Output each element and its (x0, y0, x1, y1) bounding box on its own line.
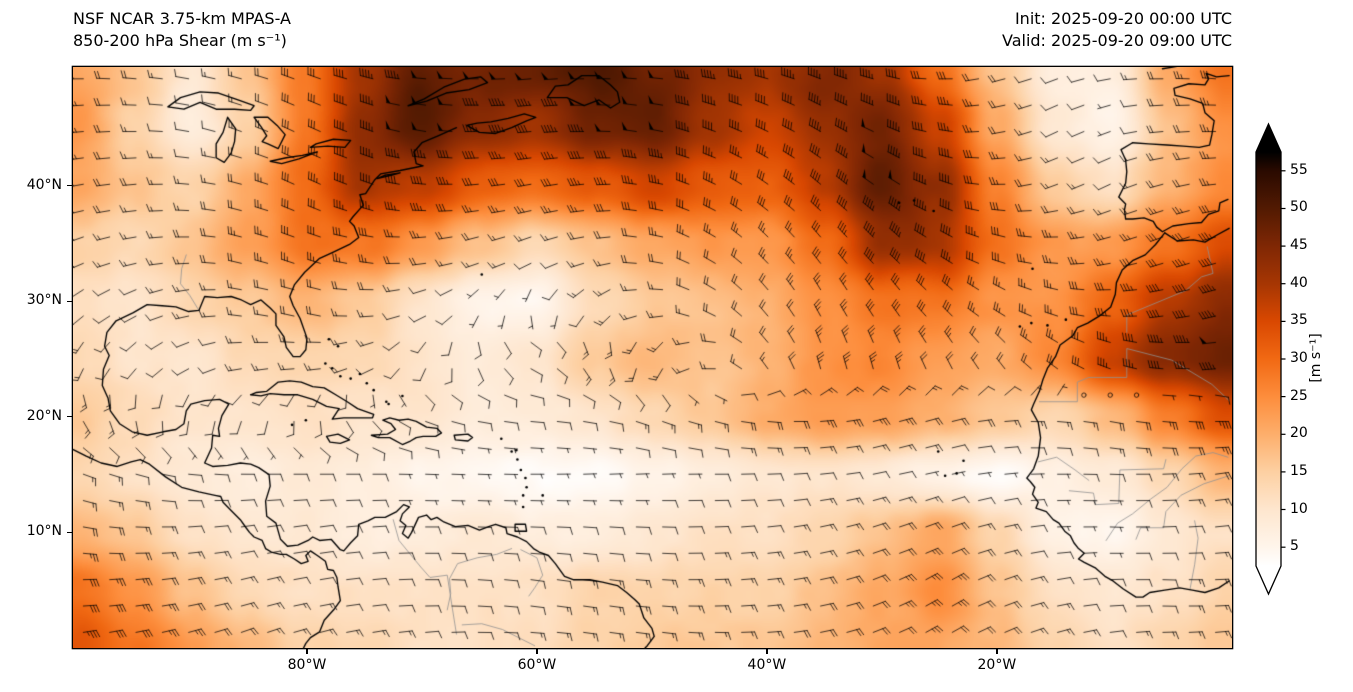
map-axes (73, 67, 1232, 648)
colorbar-tick-label: 40 (1290, 274, 1308, 291)
y-axis-tick (67, 416, 72, 418)
x-tick-label: 20°W (977, 657, 1017, 673)
y-tick-label: 40°N (26, 176, 62, 193)
colorbar-unit-label: [m s⁻¹] (1308, 333, 1324, 383)
colorbar-tick-label: 5 (1290, 538, 1299, 555)
x-tick-label: 80°W (287, 657, 327, 673)
x-tick-label: 60°W (517, 657, 557, 673)
colorbar-tick-label: 10 (1290, 500, 1308, 517)
colorbar-tick-label: 35 (1290, 312, 1308, 329)
x-tick-label: 40°W (747, 657, 787, 673)
colorbar-tick-label: 50 (1290, 199, 1308, 216)
init-time-label: Init: 2025-09-20 00:00 UTC (1014, 9, 1232, 28)
colorbar-tick-label: 30 (1290, 350, 1308, 366)
colorbar-tick-label: 25 (1290, 387, 1308, 404)
y-tick-label: 20°N (26, 407, 62, 424)
shear-map-canvas (73, 67, 1232, 648)
y-tick-label: 10°N (26, 523, 62, 540)
colorbar-svg (1255, 122, 1286, 596)
model-title: NSF NCAR 3.75-km MPAS-A (73, 9, 291, 28)
y-axis-tick (67, 531, 72, 534)
y-axis-tick (67, 300, 72, 302)
colorbar-tick-label: 45 (1290, 237, 1308, 254)
x-axis-tick (766, 649, 768, 654)
x-axis-tick (996, 649, 998, 654)
y-axis-tick (67, 184, 72, 187)
y-tick-label: 30°N (26, 292, 62, 309)
x-axis-tick (306, 649, 308, 654)
valid-time-label: Valid: 2025-09-20 09:00 UTC (1001, 31, 1232, 50)
colorbar-tick-label: 15 (1290, 462, 1308, 479)
colorbar-tick-label: 20 (1290, 425, 1308, 442)
colorbar-tick-label: 55 (1290, 161, 1308, 178)
field-title: 850-200 hPa Shear (m s⁻¹) (73, 31, 287, 50)
x-axis-tick (536, 649, 538, 654)
